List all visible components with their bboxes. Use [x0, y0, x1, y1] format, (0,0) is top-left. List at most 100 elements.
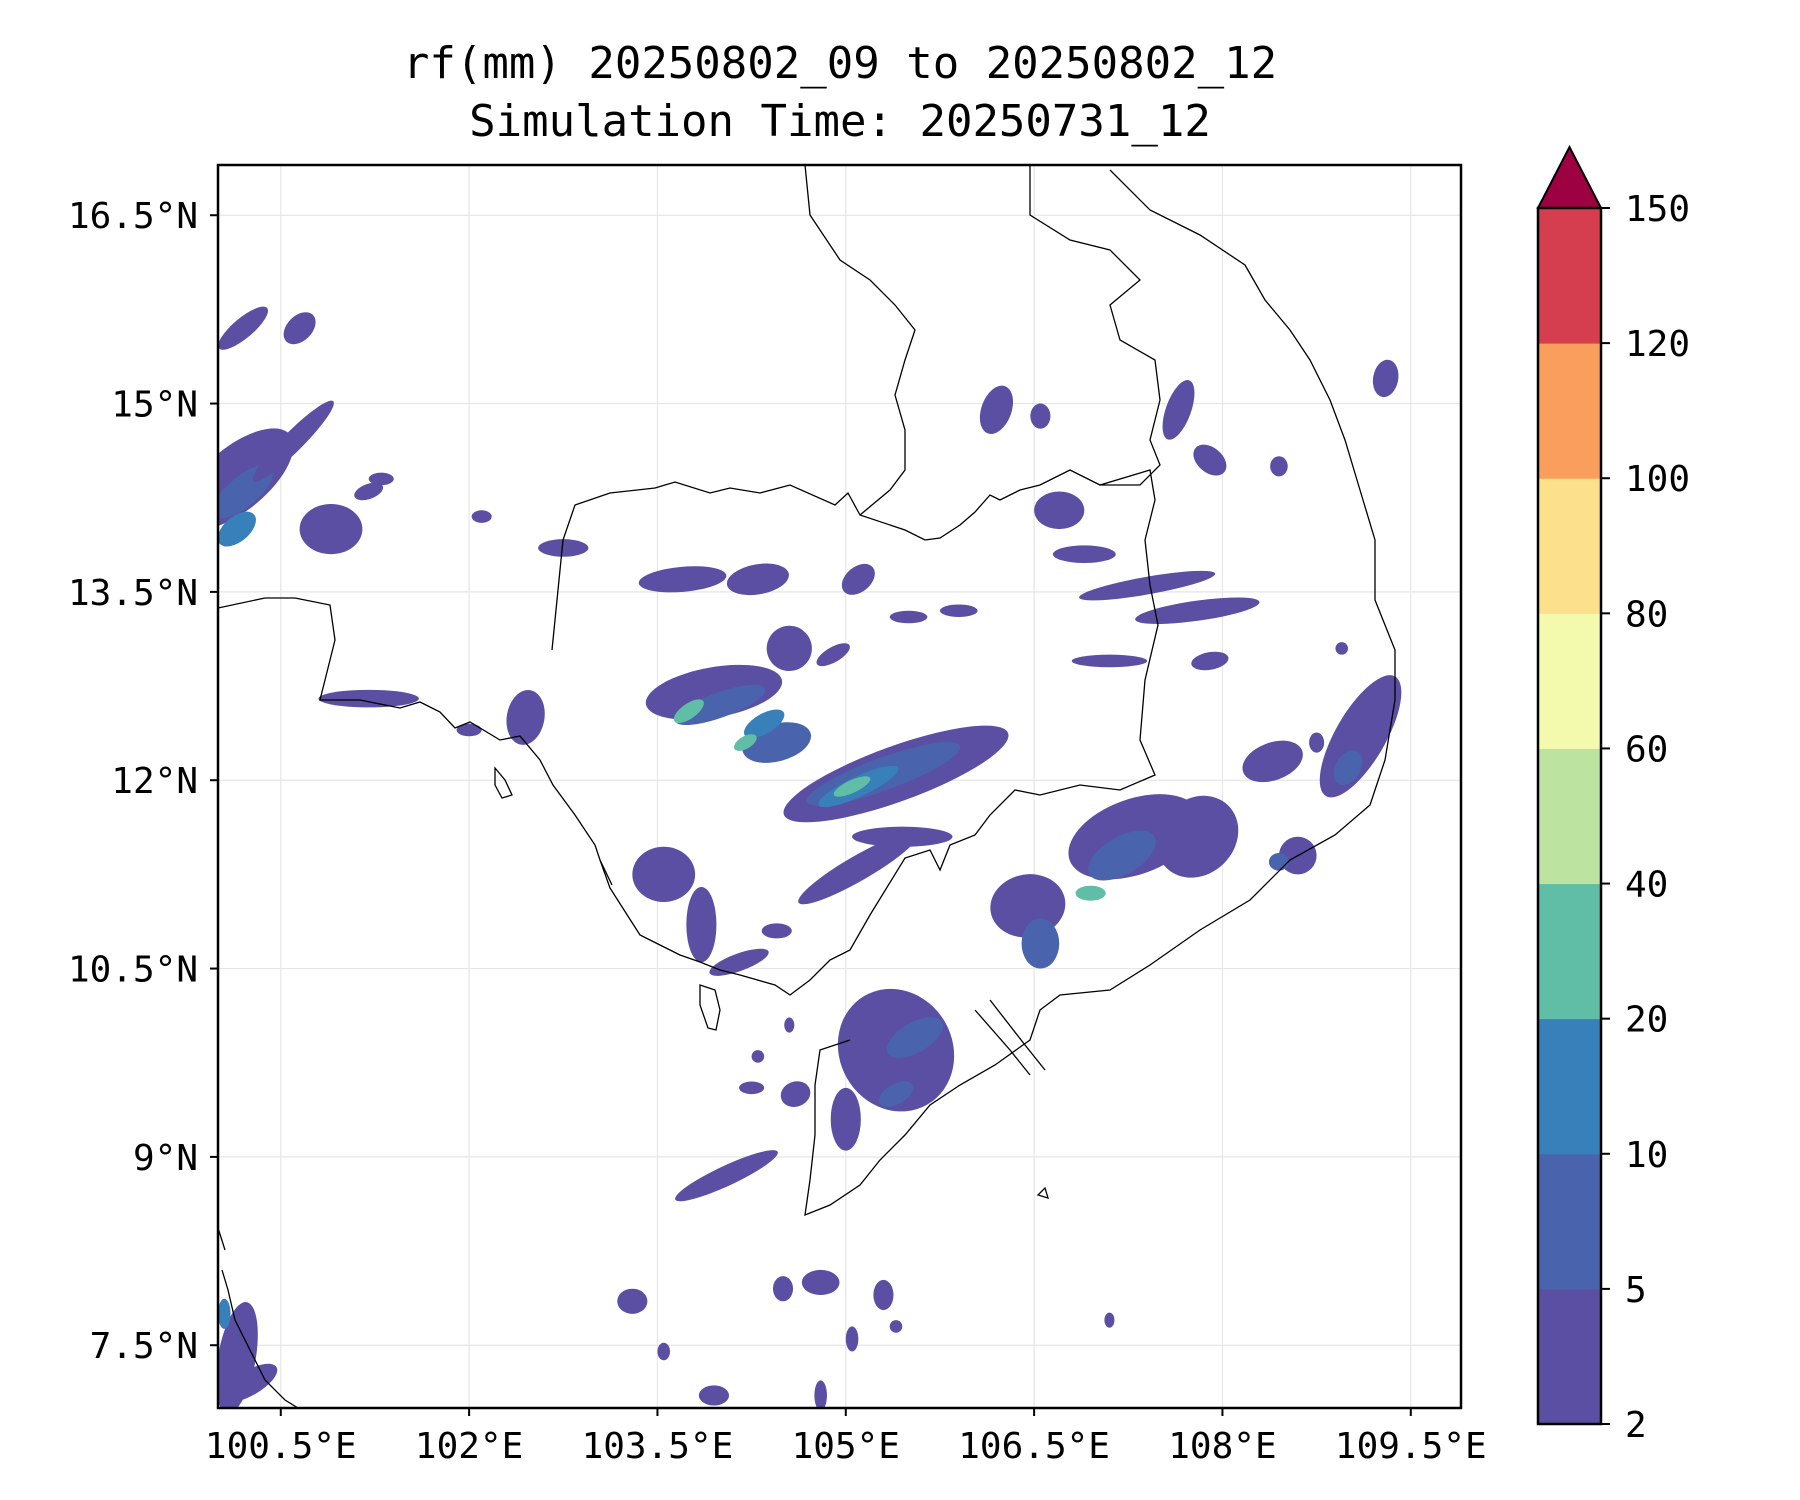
coastlines-and-borders	[218, 165, 1396, 1408]
rain-cell-59	[1268, 853, 1289, 871]
rain-cell-39	[1079, 570, 1216, 601]
rain-cell-72	[657, 1342, 670, 1361]
map-area: 100.5°E 102°E 103.5°E 105°E 106.5°E 108°E 109.…	[68, 163, 1487, 1467]
mekong-delta-rivers	[974, 999, 1046, 1076]
rain-cell-19	[734, 734, 757, 751]
xtick-label-6: 109.5°E	[1335, 1426, 1487, 1467]
rain-cell-64	[878, 1081, 914, 1107]
ytick-label-2: 13.5°N	[68, 573, 198, 614]
rain-cell-48	[1372, 359, 1399, 398]
rain-cell-22	[766, 625, 812, 671]
rain-cell-21	[726, 563, 789, 596]
rain-cell-14	[645, 664, 783, 720]
rain-cell-65	[830, 1087, 861, 1151]
colorbar-segment-8	[1538, 208, 1601, 344]
rain-cell-5	[218, 306, 269, 350]
rain-cell-38	[1052, 545, 1116, 564]
colorbar-label-5: 60	[1625, 729, 1668, 770]
thailand-coast	[218, 597, 613, 886]
ytick-label-6: 7.5°N	[90, 1326, 198, 1367]
rain-cell-57	[1333, 750, 1363, 786]
rain-cell-82	[218, 1298, 231, 1329]
colorbar-segment-6	[1538, 478, 1601, 614]
map-frame	[216, 163, 1463, 1410]
rain-cell-81	[221, 1363, 278, 1402]
xtick-label-2: 103.5°E	[582, 1426, 734, 1467]
cambodia-border	[551, 469, 1159, 996]
colorbar-label-9: 150	[1625, 189, 1690, 230]
rain-cell-54	[1021, 918, 1060, 969]
map-title-line-2: Simulation Time: 20250731_12	[469, 96, 1211, 147]
colorbar-segments	[1538, 208, 1601, 1425]
rain-cell-46	[1193, 444, 1227, 476]
rain-cell-9	[471, 510, 492, 523]
rain-cell-47	[1270, 456, 1288, 477]
xtick-label-4: 106.5°E	[958, 1426, 1110, 1467]
colorbar-label-7: 100	[1625, 459, 1690, 500]
colorbar-extend-triangle	[1536, 144, 1603, 209]
rain-cell-52	[1156, 795, 1239, 878]
rain-cell-15	[675, 684, 766, 726]
island-3	[1036, 1186, 1049, 1199]
colorbar-label-8: 120	[1625, 324, 1690, 365]
ytick-label-0: 16.5°N	[68, 196, 198, 237]
xtick-label-0: 100.5°E	[205, 1426, 357, 1467]
rain-cell-40	[1135, 597, 1260, 624]
rain-cell-10	[538, 539, 589, 557]
rain-cell-30	[833, 776, 871, 797]
rain-cell-13	[456, 723, 482, 737]
rain-cell-35	[709, 948, 769, 976]
rain-cell-61	[1335, 642, 1348, 655]
rain-cell-26	[939, 604, 978, 617]
rain-cell-20	[638, 566, 727, 593]
rain-cell-63	[886, 1017, 944, 1059]
colorbar: 2 5 10 20 40 60 80 100 120 150	[1536, 144, 1690, 1446]
colorbar-segment-0	[1538, 1288, 1601, 1425]
colorbar-segment-3	[1538, 883, 1601, 1020]
rain-cell-18	[743, 709, 785, 738]
rain-cell-11	[318, 689, 419, 708]
rain-cell-51	[1075, 885, 1106, 901]
rain-cell-36	[761, 923, 792, 939]
rain-cell-7	[354, 482, 384, 501]
rain-cell-2	[218, 511, 256, 547]
rain-cell-43	[979, 385, 1014, 434]
rain-cell-34	[686, 886, 717, 963]
colorbar-label-4: 40	[1625, 865, 1668, 906]
map-title-line-1: rf(mm) 20250802_09 to 20250802_12	[403, 38, 1277, 89]
ytick-label-3: 12°N	[111, 761, 198, 802]
colorbar-segment-7	[1538, 343, 1601, 479]
rain-cell-8	[368, 472, 394, 486]
rain-cell-33	[632, 846, 696, 903]
colorbar-segment-4	[1538, 748, 1601, 885]
colorbar-segment-2	[1538, 1018, 1601, 1155]
rain-cell-23	[841, 563, 875, 595]
rain-cell-3	[252, 400, 334, 482]
vietnam-coast	[804, 169, 1396, 1217]
rain-cell-77	[889, 1320, 903, 1333]
rain-cell-71	[617, 1288, 648, 1314]
rain-cell-60	[1309, 732, 1325, 753]
colorbar-segment-5	[1538, 613, 1601, 749]
rain-cell-67	[739, 1081, 765, 1095]
rain-cell-32	[852, 826, 953, 847]
rain-cell-6	[283, 312, 316, 345]
gridlines	[218, 165, 1461, 1408]
rain-cell-24	[816, 643, 850, 667]
xtick-label-5: 108°E	[1168, 1426, 1276, 1467]
rain-cell-74	[772, 1276, 794, 1302]
rain-cell-76	[845, 1326, 859, 1352]
rain-cell-45	[1030, 403, 1051, 429]
colorbar-label-2: 10	[1625, 1135, 1668, 1176]
rain-cell-31	[798, 831, 919, 905]
rain-cell-25	[889, 610, 928, 624]
rain-cell-12	[506, 690, 545, 745]
xtick-label-1: 102°E	[415, 1426, 523, 1467]
rain-cell-75	[873, 1279, 894, 1311]
laos-vietnam-border	[1029, 165, 1161, 486]
longitude-ticks: 100.5°E 102°E 103.5°E 105°E 106.5°E 108°E 109.…	[205, 1408, 1487, 1467]
colorbar-label-1: 5	[1625, 1270, 1647, 1311]
rain-cell-69	[780, 1081, 811, 1107]
rain-cell-50	[1088, 830, 1156, 881]
